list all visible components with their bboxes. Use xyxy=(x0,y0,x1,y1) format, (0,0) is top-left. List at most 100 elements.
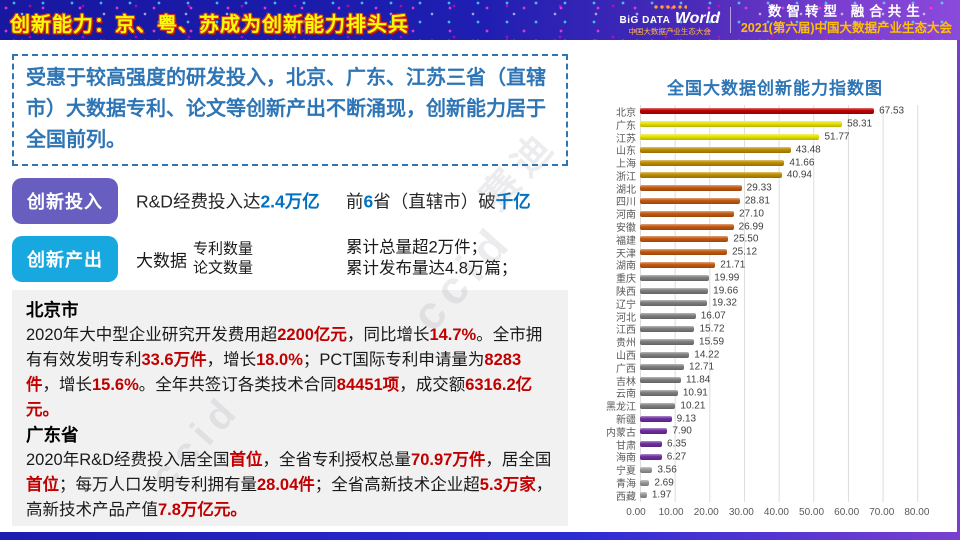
bar xyxy=(640,287,709,294)
chart-row: 吉林 11.84 xyxy=(598,373,952,388)
chart-title: 全国大数据创新能力指数图 xyxy=(667,79,883,98)
bar xyxy=(640,466,653,473)
plot-area: 19.32 xyxy=(640,296,952,310)
value-label: 43.48 xyxy=(795,144,821,156)
plot-area: 16.07 xyxy=(640,309,952,323)
plot-area: 67.53 xyxy=(640,105,952,118)
text-segment: 6316.2亿元。 xyxy=(26,376,533,419)
bar xyxy=(640,236,729,243)
text-segment: ；每万人口发明专利拥有量 xyxy=(59,476,257,494)
bar xyxy=(640,172,782,179)
category-label: 宁夏 xyxy=(616,466,636,478)
text-segment: ，高新技术产品产值 xyxy=(26,476,553,519)
innovation-input-badge: 创新投入 xyxy=(12,178,118,224)
plot-area: 15.59 xyxy=(640,335,952,349)
value-label: 11.84 xyxy=(686,374,711,386)
value-label: 25.12 xyxy=(732,246,758,258)
category-label: 安徽 xyxy=(616,223,636,235)
value-label: 6.35 xyxy=(667,438,687,450)
text-segment: 首位 xyxy=(229,451,263,469)
value-label: 6.27 xyxy=(666,451,687,463)
category-label: 吉林 xyxy=(616,376,636,388)
guangdong-paragraph: 2020年R&D经费投入居全国首位，全省专利授权总量70.97万件，居全国首位；… xyxy=(26,448,554,523)
category-label: 河南 xyxy=(616,210,636,222)
chart-row: 天津 25.12 xyxy=(598,245,952,260)
bar xyxy=(640,364,685,371)
value-label: 15.72 xyxy=(699,323,725,335)
logo-dots-icon xyxy=(652,4,687,11)
category-label: 重庆 xyxy=(616,274,636,286)
category-label: 青海 xyxy=(616,479,636,491)
top-provinces-text: 前6省（直辖市）破千亿 xyxy=(346,189,531,214)
value-label: 51.77 xyxy=(824,131,850,143)
header-bar: 创新能力：京、粤、苏成为创新能力排头兵 BiG DATA World 中国大数据… xyxy=(0,0,960,40)
output-results: 累计总量超2万件； 累计发布量达4.8万篇； xyxy=(346,238,517,281)
text-segment: 2020年大中型企业研究开发费用超 xyxy=(26,326,278,344)
bar xyxy=(640,261,716,268)
plot-area: 2.69 xyxy=(640,476,952,489)
plot-area: 41.66 xyxy=(640,156,952,169)
bar xyxy=(640,453,662,460)
text-segment: 18.0% xyxy=(256,351,303,369)
category-label: 广西 xyxy=(616,363,636,375)
logo-text-bigdata: BiG DATA xyxy=(619,15,671,27)
event-text-block: 数智转型 融合共生 2021(第六届)中国大数据产业生态大会 xyxy=(741,4,952,35)
logo-subtitle: 中国大数据产业生态大会 xyxy=(628,27,711,37)
x-tick-label: 80.00 xyxy=(904,506,930,518)
innovation-output-row: 创新产出 大数据 专利数量 论文数量 累计总量超2万件； 累计发布量达4.8万篇； xyxy=(12,236,568,282)
chart-row: 上海 41.66 xyxy=(598,156,952,170)
bar xyxy=(640,479,650,486)
plot-area: 19.99 xyxy=(640,271,952,285)
text-segment: 2200亿元 xyxy=(277,326,347,344)
chart-row: 辽宁 19.32 xyxy=(598,296,952,311)
plot-area: 12.71 xyxy=(640,360,952,374)
category-label: 西藏 xyxy=(616,491,636,503)
bar xyxy=(640,325,695,332)
plot-area: 6.27 xyxy=(640,450,952,464)
value-label: 29.33 xyxy=(746,182,772,194)
category-label: 四川 xyxy=(616,197,636,209)
chart-row: 西藏 1.97 xyxy=(598,488,952,503)
bar xyxy=(640,223,734,230)
list-item: 专利数量 xyxy=(193,240,254,258)
value-label: 14.22 xyxy=(694,349,720,361)
intro-text: 受惠于较高强度的研发投入，北京、广东、江苏三省（直辖市）大数据专利、论文等创新产… xyxy=(26,67,546,151)
text-segment: 8283件 xyxy=(26,351,522,394)
text-segment: 。全市拥有有效发明专利 xyxy=(26,326,543,369)
value-label: 1.97 xyxy=(651,489,672,501)
category-label: 海南 xyxy=(616,453,636,465)
category-label: 广东 xyxy=(616,120,636,132)
chart-row: 宁夏 3.56 xyxy=(598,463,952,478)
value-label: 67.53 xyxy=(879,105,905,117)
output-group: 大数据 专利数量 论文数量 xyxy=(136,240,253,278)
text-segment: 33.6万件 xyxy=(141,351,207,369)
text-segment: R&D经费投入达 xyxy=(136,191,261,212)
logo-wordmark: BiG DATA World xyxy=(620,11,720,27)
text-segment: 5.3万家 xyxy=(479,476,536,494)
value-label: 40.94 xyxy=(786,169,812,181)
bar xyxy=(640,441,662,448)
text-segment: 7.8万亿元。 xyxy=(158,501,247,519)
chart-row: 甘肃 6.35 xyxy=(598,437,952,452)
bar xyxy=(640,249,728,256)
plot-area: 6.35 xyxy=(640,437,952,451)
intro-box: 受惠于较高强度的研发投入，北京、广东、江苏三省（直辖市）大数据专利、论文等创新产… xyxy=(12,54,568,166)
chart-row: 山西 14.22 xyxy=(598,348,952,362)
text-segment: 15.6% xyxy=(92,376,139,394)
value-label: 26.99 xyxy=(738,221,764,233)
category-label: 甘肃 xyxy=(616,440,636,452)
text-segment: 2.4万亿 xyxy=(260,191,320,212)
bar xyxy=(640,300,707,307)
text-segment: 前 xyxy=(346,191,364,212)
x-tick-label: 70.00 xyxy=(869,506,895,518)
plot-area: 25.12 xyxy=(640,245,952,259)
text-segment: 首位 xyxy=(26,476,59,494)
bigdata-world-logo: BiG DATA World 中国大数据产业生态大会 xyxy=(620,4,720,36)
text-segment: 14.7% xyxy=(429,326,477,344)
plot-area: 9.13 xyxy=(640,412,952,425)
logo-text-world: World xyxy=(674,10,720,28)
category-label: 湖南 xyxy=(616,261,636,273)
innovation-input-content: R&D经费投入达2.4万亿 前6省（直辖市）破千亿 xyxy=(118,178,568,224)
chart-row: 陕西 19.66 xyxy=(598,284,952,298)
list-item: 累计发布量达4.8万篇； xyxy=(346,260,518,278)
